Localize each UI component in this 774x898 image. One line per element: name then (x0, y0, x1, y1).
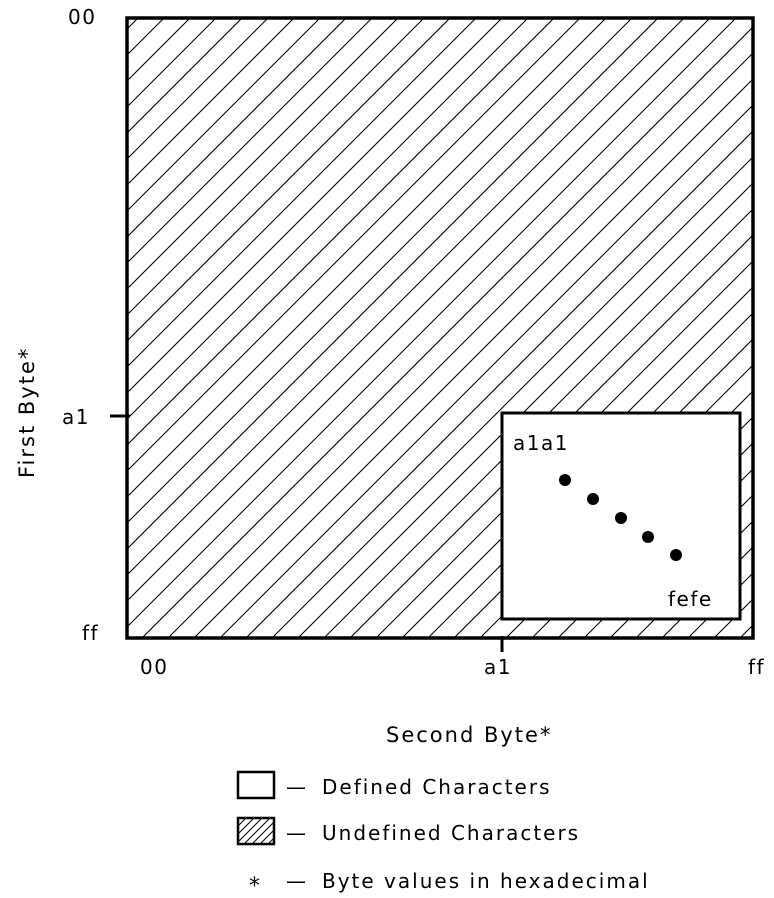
defined-start-label: a1a1 (513, 431, 569, 455)
ellipsis-dot (670, 549, 682, 561)
x-axis-title: Second Byte* (386, 723, 552, 747)
legend-defined-swatch (236, 770, 276, 800)
legend-star-text: Byte values in hexadecimal (322, 869, 650, 893)
legend-undefined-text: Undefined Characters (322, 821, 580, 845)
x-tick-label-end: ff (748, 655, 765, 679)
legend-undefined-dash: — (286, 821, 308, 845)
defined-end-label: fefe (668, 587, 713, 611)
ellipsis-dots (559, 474, 682, 561)
ellipsis-dot (642, 531, 654, 543)
ellipsis-dot (615, 512, 627, 524)
x-tick-label-start: 00 (140, 655, 168, 679)
legend-undefined-swatch (236, 816, 276, 846)
ellipsis-dot (559, 474, 571, 486)
y-axis-title: First Byte* (15, 347, 39, 478)
code-space-border (125, 16, 755, 640)
y-tick-label-mid: a1 (62, 405, 90, 429)
y-tick-label-end: ff (82, 621, 99, 645)
legend-star-dash: — (286, 869, 308, 893)
x-tick-label-mid: a1 (484, 655, 512, 679)
legend-defined-text: Defined Characters (322, 775, 552, 799)
legend-star-symbol: * (249, 874, 262, 898)
ellipsis-dot (587, 493, 599, 505)
y-tick-label-start: 00 (68, 5, 96, 29)
legend-defined-dash: — (286, 775, 308, 799)
legend: — Defined Characters — Undefined Charact… (236, 770, 650, 898)
